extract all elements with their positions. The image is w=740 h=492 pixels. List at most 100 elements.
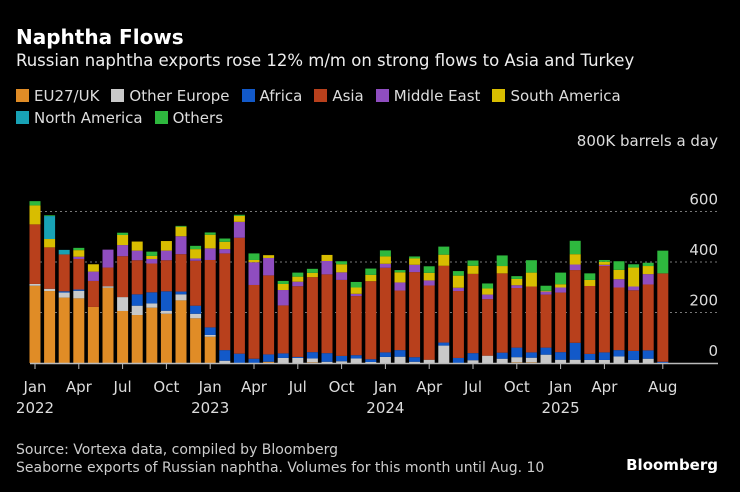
bar-segment [642,358,654,363]
bar-segment [131,260,143,295]
bar-segment [87,306,99,363]
bar-segment [219,238,231,242]
bar-segment [467,360,479,363]
bar-segment [496,266,508,274]
bloomberg-logo: Bloomberg [626,456,718,474]
bar-segment [336,272,348,280]
bar-segment [117,297,129,311]
bar-segment [642,262,654,267]
bar-segment [190,245,202,250]
bar-segment [467,273,479,354]
legend-item: South America [492,85,621,107]
bar-segment [292,276,304,282]
bar-segment [204,259,216,328]
bar-segment [292,357,304,363]
bar-segment [175,294,187,301]
bar-segment [511,288,523,348]
bar-segment [598,352,610,360]
bar-segment [540,347,552,355]
bar-segment [540,285,552,291]
bar-segment [263,354,275,362]
chart-subtitle: Russian naphtha exports rose 12% m/m on … [16,51,635,70]
bar-segment [482,294,494,300]
bar-segment [321,361,333,363]
bar-segment [117,245,129,257]
bar-segment [292,356,304,358]
bar-segment [511,357,523,363]
bar-segment [394,356,406,363]
bar-segment [569,264,581,271]
bar-segment [102,249,114,268]
bar-segment [29,201,41,206]
bar-segment [175,254,187,292]
bar-segment [117,234,129,246]
bar-segment [146,307,158,363]
bar-segment [613,287,625,351]
bar-segment [496,352,508,359]
legend-label: Asia [332,87,364,105]
bar-segment [482,355,494,363]
unit-label: 800K barrels a day [576,132,718,150]
bar-segment [321,353,333,362]
bar-segment [263,257,275,276]
bar-segment [306,277,318,353]
legend-item: Other Europe [111,85,230,107]
bar-segment [525,357,537,363]
bar-segment [525,286,537,353]
bar-segment [555,352,567,360]
bar-segment [233,221,245,238]
chart-title: Naphtha Flows [16,25,184,49]
bar-segment [131,241,143,251]
bar-segment [306,268,318,273]
legend-swatch [492,89,506,102]
bar-segment [336,279,348,356]
bar-segment [219,241,231,250]
bar-segment [379,356,391,363]
bar-segment [555,359,567,363]
bar-segment [146,255,158,259]
bar-segment [131,250,143,261]
legend-item: Asia [314,85,364,107]
bar-segment [394,272,406,283]
bar-segment [175,291,187,295]
x-tick-label: Jan [22,378,46,396]
bar-segment [482,299,494,356]
bar-segment [569,342,581,360]
bar-segment [584,273,596,280]
source-notes: Source: Vortexa data, compiled by Bloomb… [16,441,544,477]
x-tick-label: Apr [591,378,618,396]
bar-segment [525,362,537,363]
legend-label: Africa [259,87,303,105]
bar-segment [409,256,421,259]
legend-swatch [375,89,389,102]
bar-segment [146,303,158,308]
bar-segment [190,249,202,259]
bar-segment [350,287,362,294]
bar-segment [306,272,318,278]
x-tick-label: Jan [198,378,222,396]
x-tick-label: Jan [548,378,572,396]
bar-segment [642,284,654,351]
y-tick-label: 400 [689,241,718,259]
bar-segment [336,361,348,363]
bar-segment [336,355,348,362]
bar-segment [29,205,41,225]
bar-segment [306,358,318,363]
bar-segment [394,282,406,291]
bar-segment [175,226,187,237]
bar-segment [233,214,245,216]
bar-segment [277,280,289,284]
bar-segment [613,279,625,288]
bar-segment [613,350,625,357]
source-text: Source: Vortexa data, compiled by Bloomb… [16,442,338,458]
bar-segment [321,274,333,354]
bar-segment [555,287,567,293]
bar-segment [423,266,435,273]
legend-label: North America [34,109,143,127]
bar-segment [73,298,85,363]
bar-segment [204,334,216,337]
bar-segment [204,234,216,249]
bar-segment [248,284,260,359]
bar-segment [540,354,552,363]
bar-segment [409,258,421,265]
